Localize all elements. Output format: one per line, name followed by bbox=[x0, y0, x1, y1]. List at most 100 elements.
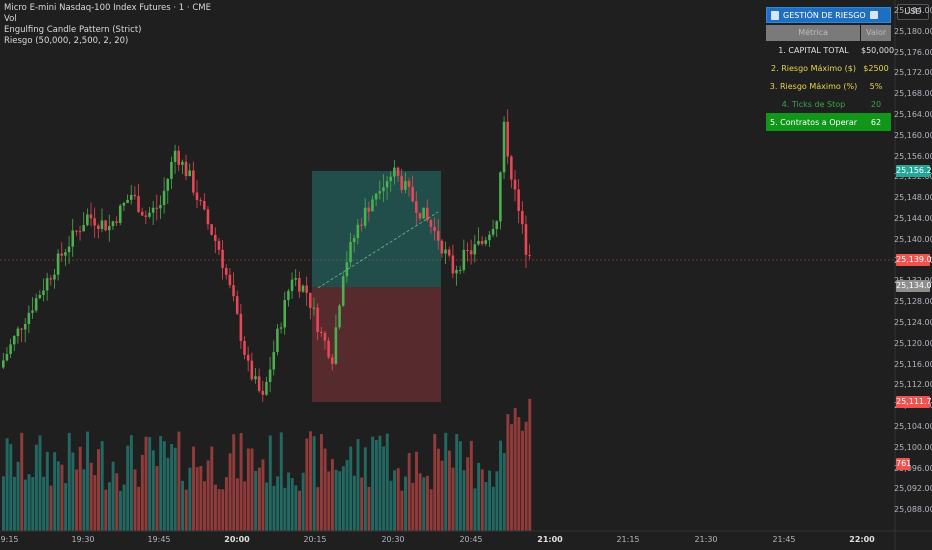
candle-body bbox=[246, 354, 250, 361]
candle-body bbox=[407, 180, 411, 187]
volume-bar bbox=[2, 476, 5, 531]
volume-bar bbox=[184, 489, 188, 531]
candle-body bbox=[228, 274, 232, 286]
candle-body bbox=[429, 220, 433, 228]
volume-bar bbox=[367, 486, 371, 531]
candle-body bbox=[86, 214, 89, 226]
volume-bar bbox=[415, 451, 418, 531]
candle-body bbox=[363, 207, 367, 226]
risk-table-row: 5. Contratos a Operar 62 bbox=[766, 113, 891, 131]
volume-bar bbox=[97, 449, 100, 531]
volume-bar bbox=[276, 476, 280, 531]
volume-bar bbox=[166, 457, 170, 531]
volume-bar bbox=[436, 448, 440, 531]
volume-bar bbox=[451, 467, 455, 531]
risk-metric-value: $2500 bbox=[863, 63, 889, 73]
candle-body bbox=[155, 207, 159, 209]
candle-body bbox=[232, 285, 235, 297]
time-axis-label: 21:30 bbox=[694, 535, 718, 544]
volume-bar bbox=[195, 467, 199, 531]
candle-body bbox=[199, 200, 202, 202]
volume-tag: 761 bbox=[896, 458, 912, 470]
time-axis-label: 22:00 bbox=[849, 535, 875, 544]
candle-body bbox=[16, 328, 20, 337]
volume-bar bbox=[104, 489, 108, 531]
volume-bar bbox=[254, 470, 258, 531]
candle-body bbox=[301, 285, 305, 292]
volume-bar bbox=[199, 465, 203, 531]
candle-body bbox=[298, 278, 301, 292]
target-price-tag: 25,156.25 bbox=[896, 165, 932, 177]
volume-bar bbox=[312, 436, 316, 531]
candle-body bbox=[378, 191, 382, 194]
volume-bar bbox=[422, 477, 426, 531]
volume-bar bbox=[9, 444, 13, 531]
candle-body bbox=[27, 312, 31, 325]
risk-indicator-label[interactable]: Riesgo (50,000, 2,500, 2, 20) bbox=[4, 36, 129, 46]
time-axis-label: 21:15 bbox=[616, 535, 640, 544]
candle-body bbox=[78, 231, 82, 233]
candle-body bbox=[122, 202, 126, 206]
candle-body bbox=[224, 267, 228, 275]
currency-button[interactable]: USD bbox=[897, 4, 929, 20]
candle-body bbox=[250, 360, 254, 380]
candle-body bbox=[272, 352, 276, 370]
volume-bar bbox=[389, 480, 393, 531]
candle-body bbox=[159, 205, 162, 209]
candle-body bbox=[89, 214, 93, 219]
risk-metric-label: 2. Riesgo Máximo ($) bbox=[771, 63, 856, 73]
volume-bar bbox=[305, 438, 309, 531]
candle-body bbox=[436, 231, 440, 241]
volume-bar bbox=[246, 448, 250, 531]
volume-bar bbox=[374, 440, 378, 531]
volume-bar bbox=[31, 477, 35, 531]
candle-body bbox=[360, 224, 363, 226]
volume-bar bbox=[407, 452, 411, 531]
candle-body bbox=[42, 290, 45, 295]
candle-body bbox=[5, 353, 9, 361]
candle-body bbox=[243, 340, 246, 355]
volume-bar bbox=[477, 462, 481, 531]
volume-bar bbox=[334, 469, 338, 531]
position-target-zone bbox=[312, 171, 441, 287]
price-axis-label: 25,124.00 bbox=[894, 318, 932, 327]
volume-bar bbox=[488, 470, 492, 531]
volume-bar bbox=[363, 447, 367, 531]
symbol-title[interactable]: Micro E-mini Nasdaq-100 Index Futures · … bbox=[4, 3, 211, 13]
volume-bar bbox=[480, 469, 484, 531]
volume-bar bbox=[210, 446, 214, 531]
price-axis-label: 25,140.00 bbox=[894, 234, 932, 244]
volume-indicator-label[interactable]: Vol bbox=[4, 14, 17, 24]
risk-metric-label: 4. Ticks de Stop bbox=[781, 99, 846, 109]
volume-bar bbox=[243, 481, 247, 531]
volume-bar bbox=[279, 432, 283, 531]
candle-body bbox=[451, 255, 455, 274]
candle-body bbox=[320, 331, 323, 333]
volume-bar bbox=[228, 453, 232, 531]
volume-bar bbox=[287, 472, 291, 531]
volume-bar bbox=[203, 481, 206, 531]
candle-body bbox=[108, 226, 111, 231]
volume-bar bbox=[133, 469, 137, 531]
volume-bar bbox=[447, 450, 451, 531]
time-axis-label: 21:00 bbox=[537, 535, 563, 544]
pattern-indicator-label[interactable]: Engulfing Candle Pattern (Strict) bbox=[4, 25, 142, 35]
candle-body bbox=[477, 240, 480, 245]
current-price-tag: 25,139.00 bbox=[896, 254, 932, 266]
volume-bar bbox=[382, 446, 386, 531]
price-axis-label: 25,172.00 bbox=[894, 68, 932, 78]
volume-bar bbox=[338, 471, 342, 531]
candle-body bbox=[510, 156, 513, 180]
volume-bar bbox=[129, 435, 133, 531]
position-stop-zone bbox=[312, 287, 441, 402]
risk-table-rows: 1. CAPITAL TOTAL $50,000 2. Riesgo Máximo … bbox=[766, 41, 894, 131]
value-column-header: Valor bbox=[861, 25, 891, 41]
price-axis-label: 25,184.00 bbox=[894, 6, 932, 15]
volume-bar bbox=[34, 444, 38, 531]
candle-body bbox=[75, 230, 78, 232]
candle-body bbox=[371, 199, 374, 212]
candle-body bbox=[64, 252, 67, 256]
volume-bar bbox=[45, 451, 49, 531]
position-trend-line bbox=[317, 211, 439, 289]
